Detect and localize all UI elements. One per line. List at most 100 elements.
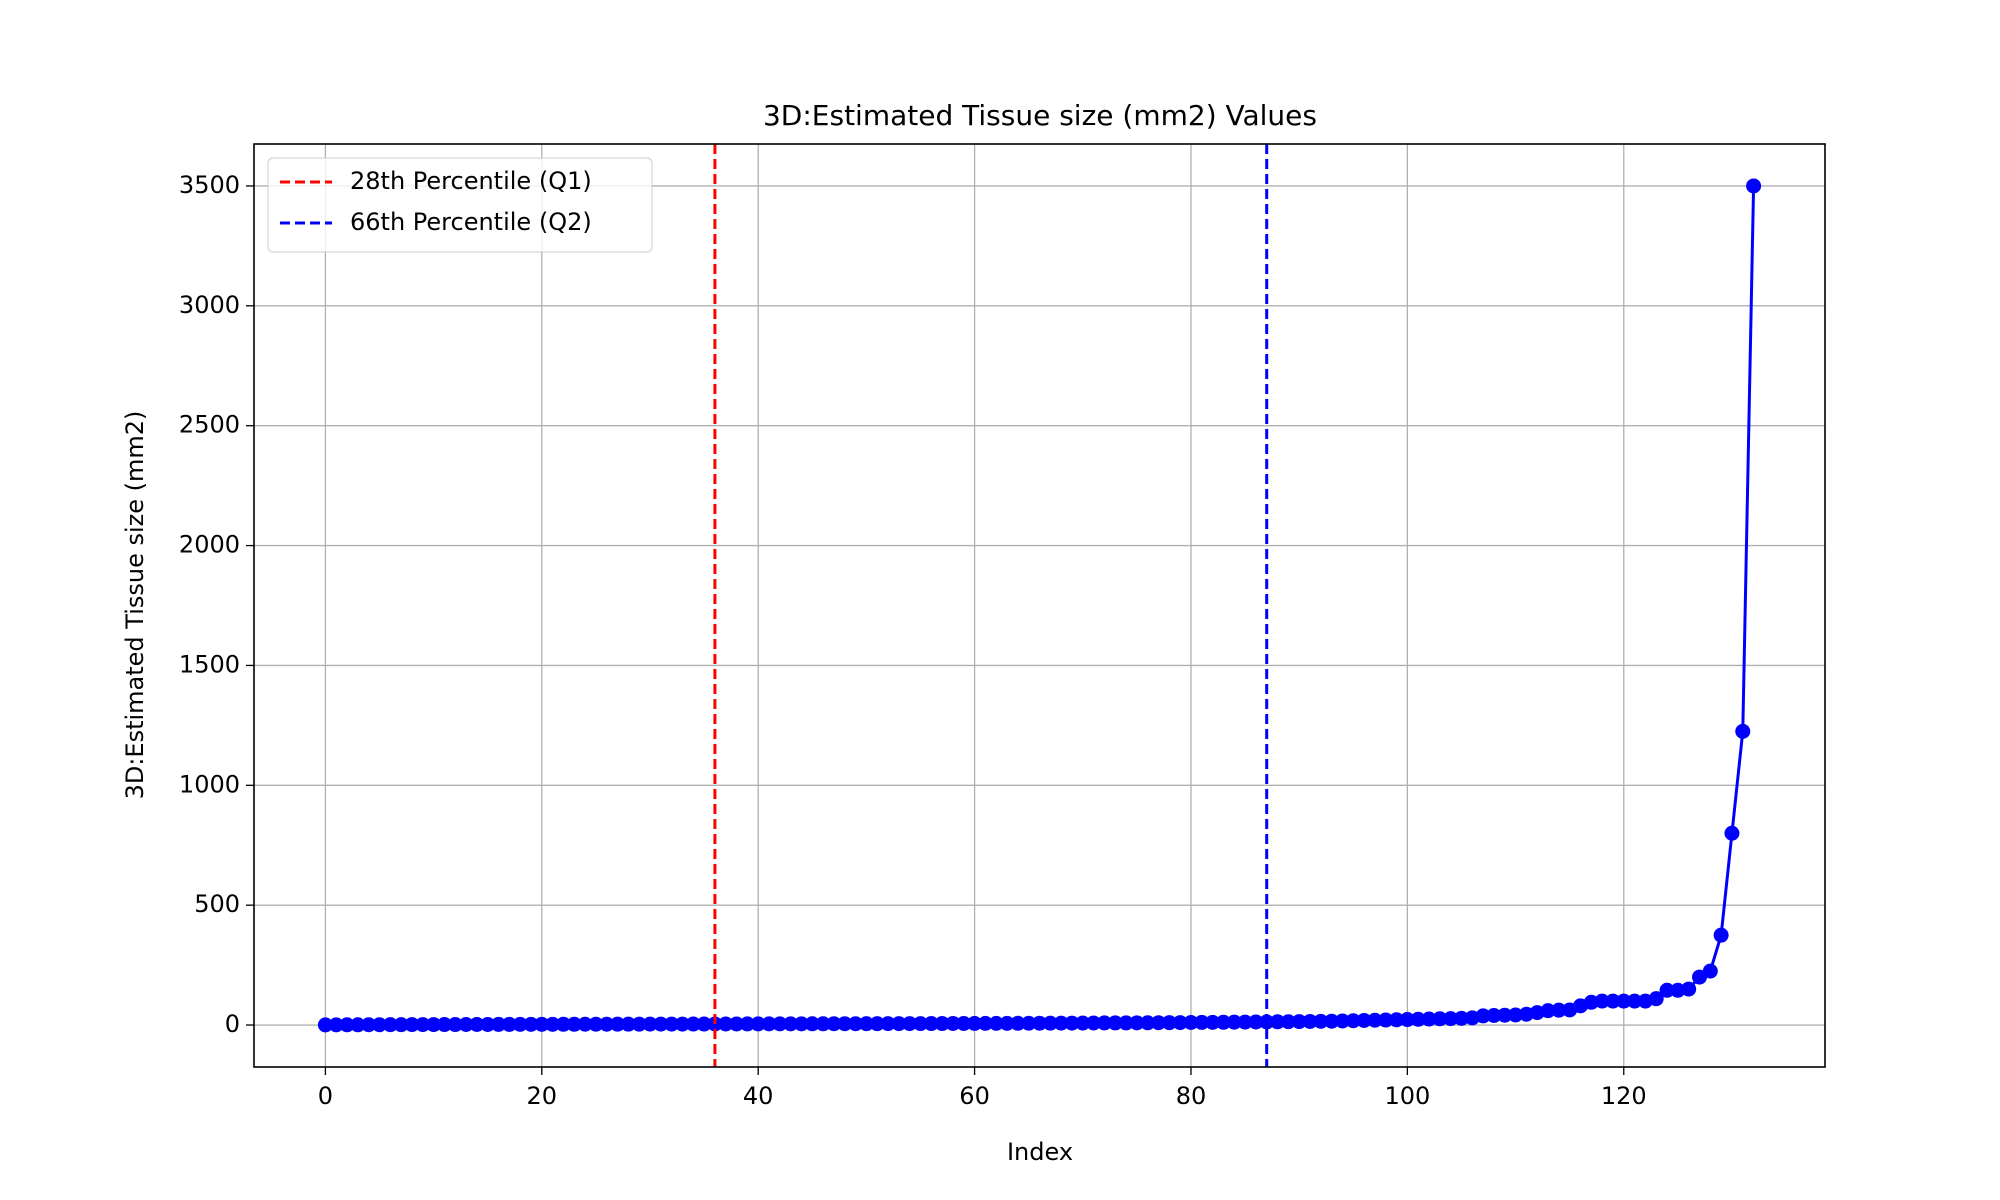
data-point [1356,1012,1372,1028]
data-point [404,1017,420,1033]
data-point [501,1016,517,1032]
data-point [1010,1015,1026,1031]
data-point [1746,178,1762,194]
data-point [739,1016,755,1032]
data-point [923,1016,939,1032]
data-point [534,1016,550,1032]
data-point [339,1017,355,1033]
data-point [848,1016,864,1032]
data-point [1594,993,1610,1009]
y-tick-label: 0 [225,1010,240,1038]
data-point [566,1016,582,1032]
y-tick-label: 1000 [179,770,240,798]
data-point [1399,1012,1415,1028]
data-point [350,1017,366,1033]
y-tick-label: 1500 [179,650,240,678]
data-point [1215,1014,1231,1030]
data-point [1172,1015,1188,1031]
data-point [1702,963,1718,979]
data-point [674,1016,690,1032]
data-point [1270,1014,1286,1030]
data-point [1291,1014,1307,1030]
x-axis-label: Index [1007,1138,1073,1166]
y-tick-label: 2500 [179,411,240,439]
data-point [1280,1014,1296,1030]
x-tick-label: 20 [527,1082,558,1110]
data-point [1670,982,1686,998]
data-point [999,1015,1015,1031]
data-point [869,1016,885,1032]
data-point [696,1016,712,1032]
data-point [804,1016,820,1032]
data-point [588,1016,604,1032]
data-point [772,1016,788,1032]
data-point [447,1017,463,1033]
data-point [328,1017,344,1033]
data-point [1486,1007,1502,1023]
data-point [577,1016,593,1032]
data-point [793,1016,809,1032]
data-point [426,1017,442,1033]
data-point [1086,1015,1102,1031]
chart-title: 3D:Estimated Tissue size (mm2) Values [763,99,1317,132]
data-point [1140,1015,1156,1031]
data-point [1302,1013,1318,1029]
data-point [1551,1002,1567,1018]
legend-label: 66th Percentile (Q2) [350,208,592,236]
data-point [945,1015,961,1031]
data-point [1194,1014,1210,1030]
plot-frame [253,143,1826,1068]
data-point [1378,1012,1394,1028]
data-point [1432,1011,1448,1027]
data-point [642,1016,658,1032]
data-point [1605,993,1621,1009]
data-point [361,1017,377,1033]
data-point [1096,1015,1112,1031]
data-point [545,1016,561,1032]
data-point [1161,1015,1177,1031]
data-point [858,1016,874,1032]
data-point [1443,1011,1459,1027]
data-point [718,1016,734,1032]
data-point [523,1016,539,1032]
data-point [599,1016,615,1032]
data-point [1627,993,1643,1009]
data-point [685,1016,701,1032]
data-point [1367,1012,1383,1028]
data-point [956,1015,972,1031]
data-point [555,1016,571,1032]
data-point [653,1016,669,1032]
x-tick-label: 40 [743,1082,774,1110]
data-point [1421,1011,1437,1027]
data-point [1237,1014,1253,1030]
data-point [783,1016,799,1032]
data-point [1248,1014,1264,1030]
y-axis-label: 3D:Estimated Tissue size (mm2) [121,411,149,800]
data-point [815,1016,831,1032]
data-point [1042,1015,1058,1031]
data-point [1129,1015,1145,1031]
x-tick-label: 120 [1601,1082,1647,1110]
data-point [631,1016,647,1032]
data-point [393,1017,409,1033]
legend-label: 28th Percentile (Q1) [350,167,592,195]
data-point [1075,1015,1091,1031]
data-point [1107,1015,1123,1031]
data-point [1648,991,1664,1007]
data-point [761,1016,777,1032]
data-point [1064,1015,1080,1031]
data-point [436,1017,452,1033]
data-point [317,1017,333,1033]
x-tick-label: 80 [1176,1082,1207,1110]
data-point [967,1015,983,1031]
data-point [1410,1011,1426,1027]
data-point [1118,1015,1134,1031]
data-point [977,1015,993,1031]
y-tick-label: 3000 [179,291,240,319]
data-point [826,1016,842,1032]
data-point [1540,1003,1556,1019]
data-point [382,1017,398,1033]
y-tick-label: 500 [194,890,240,918]
data-point [1226,1014,1242,1030]
